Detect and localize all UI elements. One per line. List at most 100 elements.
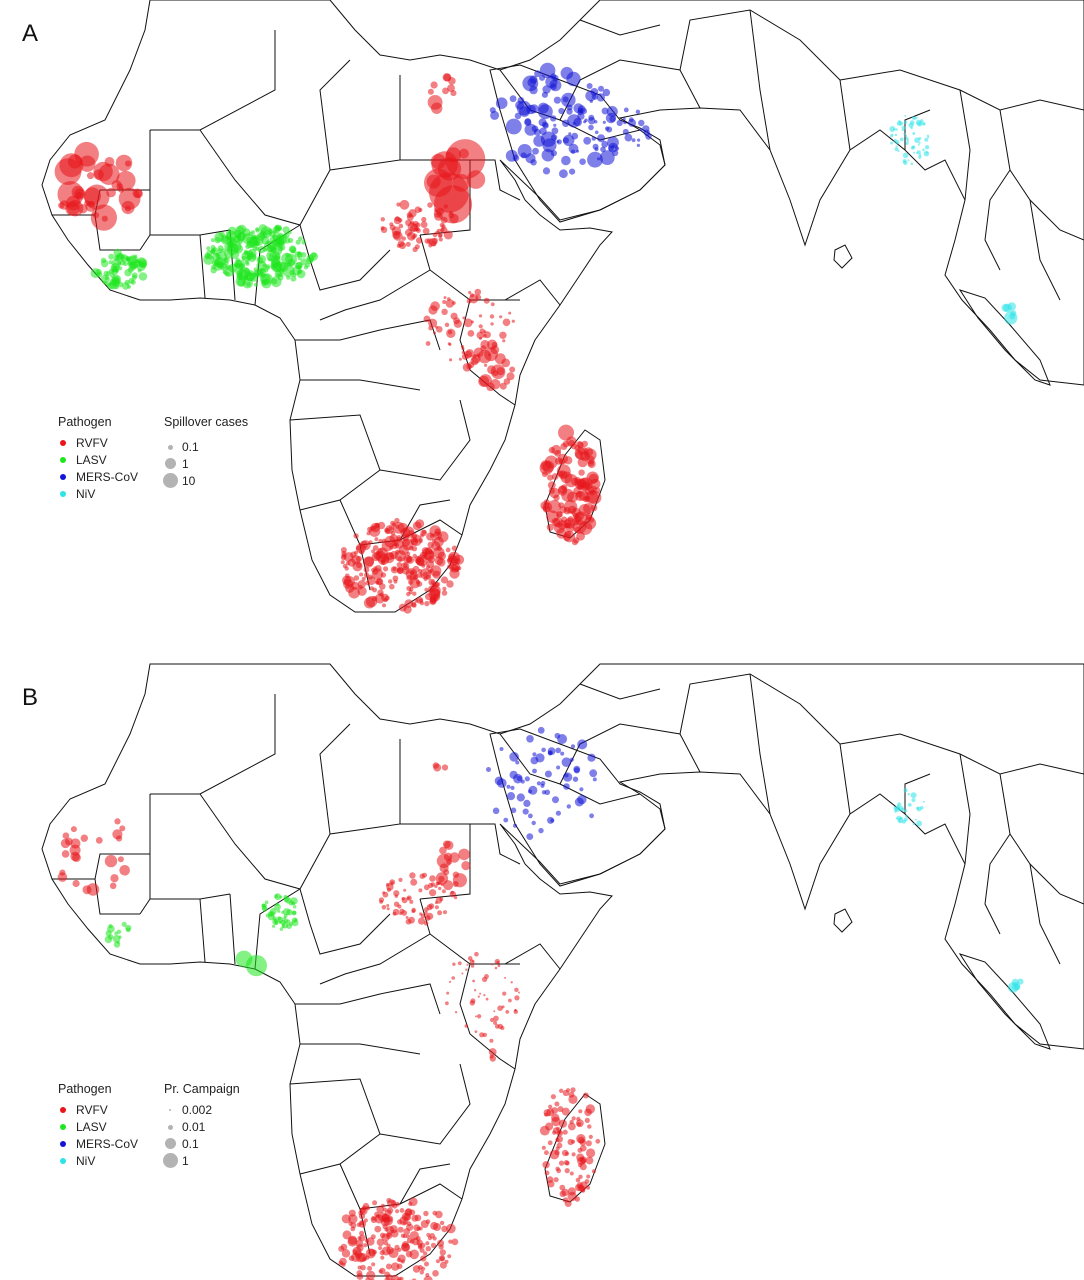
point-niv (905, 814, 908, 818)
point-niv (922, 148, 925, 152)
spillover-points (57, 726, 1024, 1280)
point-rvfv (466, 963, 469, 966)
point-rvfv (449, 568, 460, 579)
point-lasv (103, 270, 109, 277)
point-niv (910, 146, 915, 150)
point-rvfv (372, 545, 379, 551)
point-mers-cov (550, 115, 557, 122)
point-mers-cov (560, 66, 574, 80)
point-rvfv (496, 367, 505, 376)
point-niv (896, 121, 902, 126)
point-lasv (138, 272, 148, 281)
point-rvfv (95, 837, 103, 844)
point-lasv (245, 272, 255, 282)
point-mers-cov (563, 134, 575, 147)
point-rvfv (474, 288, 482, 296)
point-rvfv (345, 561, 350, 566)
point-rvfv (415, 519, 425, 529)
point-rvfv (546, 523, 554, 531)
point-rvfv (575, 1177, 581, 1183)
point-lasv (108, 260, 113, 265)
point-mers-cov (532, 768, 537, 774)
point-lasv (121, 921, 127, 927)
point-rvfv (372, 1200, 378, 1206)
point-rvfv (397, 1219, 403, 1225)
point-rvfv (474, 989, 477, 992)
point-mers-cov (556, 765, 561, 770)
point-rvfv (352, 1249, 358, 1255)
legend-pathogen-title: Pathogen (58, 415, 112, 429)
point-rvfv (392, 908, 400, 916)
point-mers-cov (573, 117, 582, 127)
point-rvfv (458, 848, 470, 861)
point-rvfv (442, 300, 447, 304)
point-rvfv (427, 541, 434, 549)
point-mers-cov (555, 747, 561, 754)
point-rvfv (444, 1259, 449, 1264)
legend-size-label: 0.1 (182, 440, 199, 454)
point-mers-cov (532, 147, 539, 155)
point-rvfv (458, 357, 462, 361)
point-rvfv (420, 221, 428, 229)
point-rvfv (393, 890, 400, 897)
map-b (41, 663, 1084, 1280)
point-mers-cov (489, 107, 496, 114)
point-rvfv (363, 1218, 368, 1223)
legend-size-dot (168, 445, 173, 450)
point-rvfv (439, 897, 444, 902)
point-rvfv (578, 1174, 583, 1179)
point-mers-cov (492, 807, 500, 815)
point-niv (916, 150, 921, 155)
point-rvfv (385, 1225, 395, 1235)
point-mers-cov (540, 781, 546, 786)
country-border (579, 19, 661, 36)
point-rvfv (412, 220, 419, 227)
point-rvfv (576, 1122, 582, 1127)
point-rvfv (345, 573, 350, 579)
point-rvfv (115, 154, 133, 172)
point-rvfv (419, 1270, 424, 1275)
point-rvfv (398, 544, 409, 556)
point-rvfv (518, 991, 520, 994)
point-rvfv (574, 478, 585, 490)
point-rvfv (443, 204, 448, 209)
point-mers-cov (577, 112, 585, 120)
point-rvfv (423, 1210, 429, 1217)
point-rvfv (452, 962, 456, 966)
point-mers-cov (587, 753, 596, 762)
point-rvfv (501, 358, 511, 368)
point-rvfv (387, 1199, 396, 1208)
point-mers-cov (541, 91, 549, 98)
point-rvfv (452, 871, 460, 878)
point-mers-cov (599, 150, 615, 166)
point-niv (916, 820, 923, 827)
point-niv (907, 793, 910, 796)
point-rvfv (426, 532, 435, 541)
point-rvfv (366, 531, 371, 536)
point-rvfv (401, 910, 408, 916)
point-rvfv (562, 1197, 569, 1203)
point-rvfv (584, 1117, 590, 1123)
point-mers-cov (560, 751, 565, 756)
country-border (319, 933, 431, 985)
point-rvfv (499, 331, 507, 339)
legend-size-title: Spillover cases (164, 415, 249, 429)
point-rvfv (493, 1010, 496, 1013)
point-rvfv (406, 586, 412, 591)
point-rvfv (541, 471, 548, 478)
point-rvfv (508, 998, 512, 1003)
point-niv (918, 141, 921, 144)
point-rvfv (341, 1249, 351, 1258)
country-border (139, 229, 231, 251)
point-mers-cov (555, 810, 562, 816)
point-lasv (140, 261, 147, 269)
point-mers-cov (548, 750, 553, 755)
point-mers-cov (544, 789, 551, 796)
point-rvfv (547, 1180, 555, 1188)
map-b-layer (41, 663, 1084, 1280)
point-rvfv (348, 1214, 358, 1224)
point-rvfv (106, 187, 116, 198)
point-rvfv (104, 854, 118, 868)
legend-size-dot (168, 1125, 173, 1130)
point-mers-cov (584, 118, 588, 123)
